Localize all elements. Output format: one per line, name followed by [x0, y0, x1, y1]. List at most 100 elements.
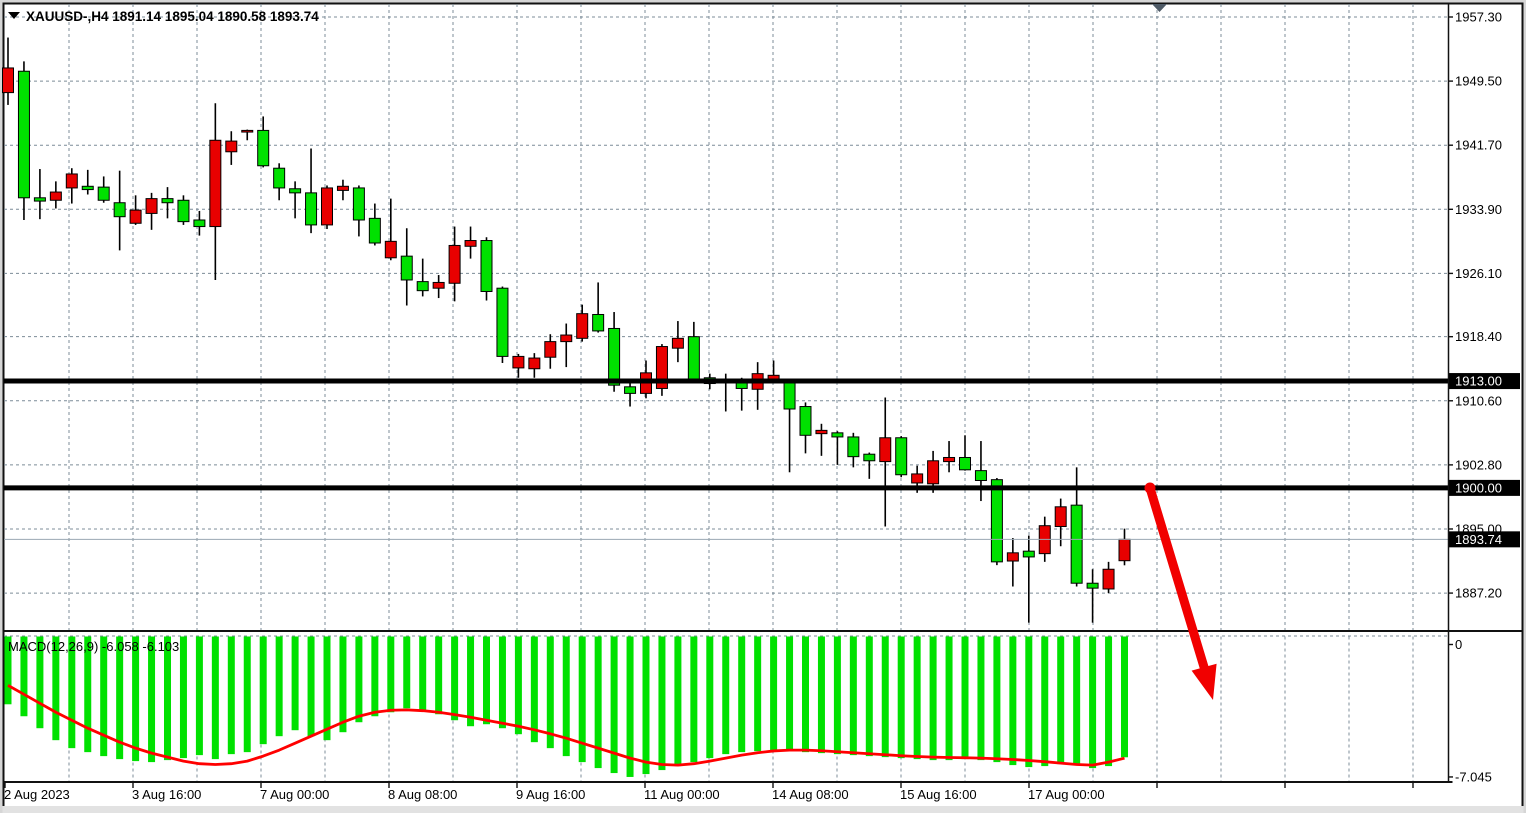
macd-histogram-bar	[211, 636, 219, 760]
macd-indicator-label: MACD(12,26,9) -6.058 -6.103	[8, 639, 179, 654]
candle-body	[974, 470, 987, 481]
price-tick-label: 1941.70	[1455, 138, 1502, 153]
price-tick-label: 1926.10	[1455, 266, 1502, 281]
macd-histogram-bar	[833, 636, 841, 755]
candle-body	[368, 217, 381, 244]
macd-histogram-bar	[945, 636, 953, 761]
candle-body	[65, 173, 78, 189]
candle-body	[990, 479, 1003, 563]
macd-histogram-bar	[195, 636, 203, 756]
chart-shift-marker-icon[interactable]	[1152, 4, 1167, 12]
macd-histogram-bar	[913, 636, 921, 760]
time-tick-label: 8 Aug 08:00	[388, 787, 457, 802]
macd-histogram-bar	[514, 636, 522, 735]
candle-body	[480, 240, 493, 292]
chart-title: XAUUSD-,H4 1891.14 1895.04 1890.58 1893.…	[26, 9, 319, 24]
macd-histogram-bar	[977, 636, 985, 761]
candle-body	[193, 219, 206, 228]
macd-histogram-bar	[451, 636, 459, 721]
arrow-shaft	[1145, 483, 1209, 672]
macd-histogram-bar	[706, 636, 714, 759]
candle-body	[624, 386, 637, 394]
candle-body	[352, 187, 365, 221]
candle-body	[831, 432, 844, 438]
price-tick-label: 1949.50	[1455, 74, 1502, 89]
macd-histogram-bar	[4, 636, 12, 705]
macd-indicator-pane[interactable]	[4, 636, 1129, 777]
candle-body	[863, 453, 876, 462]
macd-histogram-bar	[849, 636, 857, 756]
price-tag-label: 1893.74	[1455, 532, 1502, 547]
candle-body	[97, 186, 110, 201]
macd-histogram-bar	[483, 636, 490, 725]
time-tick-label: 3 Aug 16:00	[132, 787, 201, 802]
candle-body	[911, 473, 924, 484]
macd-histogram-bar	[738, 636, 746, 753]
price-tick-label: 1957.30	[1455, 10, 1502, 25]
candle-body	[959, 456, 971, 471]
macd-histogram-bar	[578, 636, 586, 763]
macd-histogram-bar	[371, 636, 379, 717]
candle-body	[1118, 538, 1131, 562]
macd-histogram-bar	[802, 636, 809, 753]
macd-axis-label: -7.045	[1455, 769, 1492, 784]
macd-histogram-bar	[1073, 636, 1081, 766]
price-tick-label: 1918.40	[1455, 329, 1502, 344]
symbol-dropdown-icon[interactable]	[8, 12, 20, 19]
macd-histogram-bar	[642, 636, 650, 775]
macd-histogram-bar	[307, 636, 315, 737]
price-tag-bg	[1449, 373, 1520, 390]
macd-histogram-bar	[498, 636, 506, 729]
macd-histogram-bar	[626, 636, 634, 777]
price-tag-label: 1900.00	[1455, 480, 1502, 495]
candle-body	[113, 202, 126, 218]
candle-body	[336, 185, 349, 191]
candle-body	[927, 460, 940, 485]
macd-histogram-bar	[658, 636, 666, 771]
macd-histogram-bar	[36, 636, 44, 729]
time-tick-label: 2 Aug 2023	[4, 787, 70, 802]
candle-body	[1102, 568, 1115, 590]
frame-left-gray	[0, 0, 3, 813]
candle-body	[1070, 504, 1083, 584]
macd-histogram-bar	[929, 636, 937, 761]
candle-body	[384, 240, 397, 259]
macd-histogram-bar	[52, 636, 60, 741]
macd-histogram-bar	[355, 636, 363, 723]
candle-body	[145, 198, 158, 214]
macd-histogram-bar	[770, 636, 778, 751]
macd-histogram-bar	[259, 636, 267, 745]
candle-body	[49, 191, 62, 201]
macd-histogram-bar	[291, 636, 299, 731]
time-tick-label: 11 Aug 00:00	[644, 787, 720, 802]
candle-body	[592, 313, 605, 332]
down-arrow-annotation[interactable]	[1144, 482, 1217, 701]
candle-body	[17, 70, 30, 199]
candle-body	[400, 255, 413, 281]
candle-body	[496, 287, 509, 357]
candle-body	[608, 327, 621, 386]
macd-histogram-bar	[148, 636, 156, 763]
candle-body	[257, 129, 270, 167]
macd-histogram-bar	[68, 636, 76, 749]
pane-separator[interactable]	[2, 630, 1523, 632]
macd-histogram-bar	[323, 636, 331, 741]
candle-body	[783, 379, 796, 410]
macd-histogram-bar	[881, 636, 889, 758]
candle-body	[273, 167, 286, 189]
candle-body	[241, 129, 254, 133]
candle-body	[544, 341, 557, 358]
candle-body	[815, 429, 828, 435]
candle-body	[289, 188, 302, 194]
candle-body	[528, 357, 541, 370]
price-tag-bg	[1449, 531, 1520, 548]
macd-histogram-bar	[562, 636, 570, 757]
macd-histogram-bar	[20, 636, 28, 717]
candle-body	[655, 346, 668, 389]
macd-histogram-bar	[467, 636, 475, 727]
macd-histogram-bar	[132, 636, 140, 762]
candle-body	[161, 198, 174, 204]
horizontal-level-lines[interactable]	[4, 378, 1448, 491]
frame-top-border	[2, 2, 1523, 5]
